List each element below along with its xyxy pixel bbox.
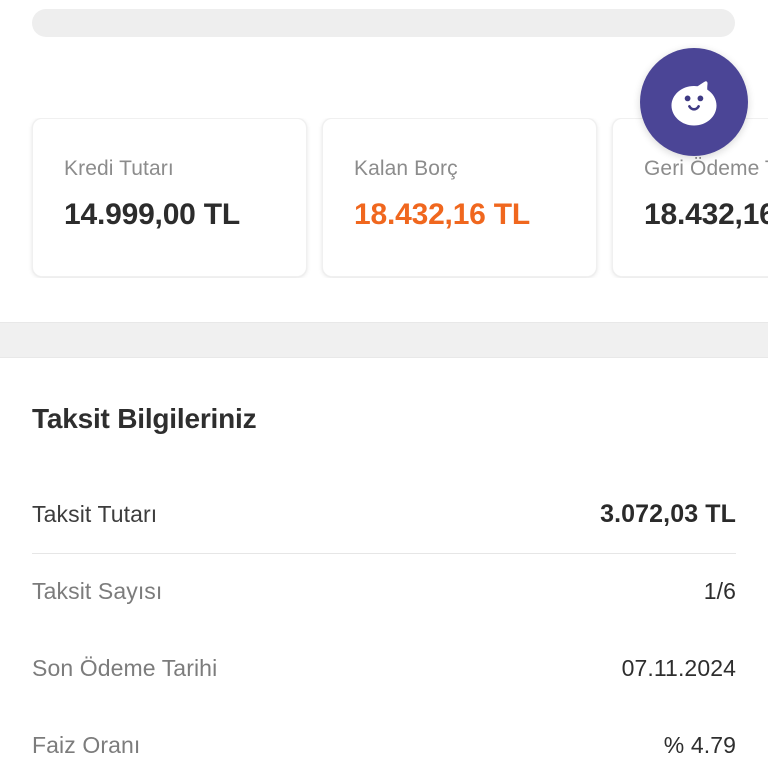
chat-assistant-button[interactable]: [640, 48, 748, 156]
installment-details-list: Taksit Tutarı 3.072,03 TL Taksit Sayısı …: [32, 476, 736, 768]
detail-value: 1/6: [703, 578, 736, 604]
detail-value: 3.072,03 TL: [600, 500, 736, 528]
detail-row-son-odeme-tarihi: Son Ödeme Tarihi 07.11.2024: [32, 630, 736, 707]
chat-bubble-smiley-icon: [665, 73, 723, 131]
detail-label: Son Ödeme Tarihi: [32, 655, 218, 681]
section-divider-band: [0, 322, 768, 358]
page-title: Taksit Bilgileriniz: [32, 403, 257, 434]
summary-card-label: Geri Ödeme Tutarı: [644, 157, 768, 180]
detail-row-taksit-sayisi: Taksit Sayısı 1/6: [32, 553, 736, 630]
detail-label: Faiz Oranı: [32, 732, 141, 758]
detail-value: % 4.79: [663, 732, 736, 758]
loading-placeholder-bar: [32, 9, 735, 37]
summary-cards-carousel[interactable]: Kredi Tutarı 14.999,00 TL Kalan Borç 18.…: [0, 118, 768, 278]
detail-value: 07.11.2024: [621, 655, 736, 681]
detail-row-taksit-tutari: Taksit Tutarı 3.072,03 TL: [32, 476, 736, 553]
summary-card-value: 14.999,00 TL: [64, 198, 241, 231]
detail-row-faiz-orani: Faiz Oranı % 4.79: [32, 707, 736, 768]
detail-label: Taksit Sayısı: [32, 578, 163, 604]
detail-label: Taksit Tutarı: [32, 501, 158, 527]
summary-card-value: 18.432,16 TL: [644, 198, 768, 231]
summary-card-kredi-tutari[interactable]: Kredi Tutarı 14.999,00 TL: [32, 118, 307, 277]
summary-card-label: Kalan Borç: [354, 157, 458, 180]
summary-card-value: 18.432,16 TL: [354, 198, 531, 231]
summary-card-kalan-borc[interactable]: Kalan Borç 18.432,16 TL: [322, 118, 597, 277]
summary-card-label: Kredi Tutarı: [64, 157, 174, 180]
